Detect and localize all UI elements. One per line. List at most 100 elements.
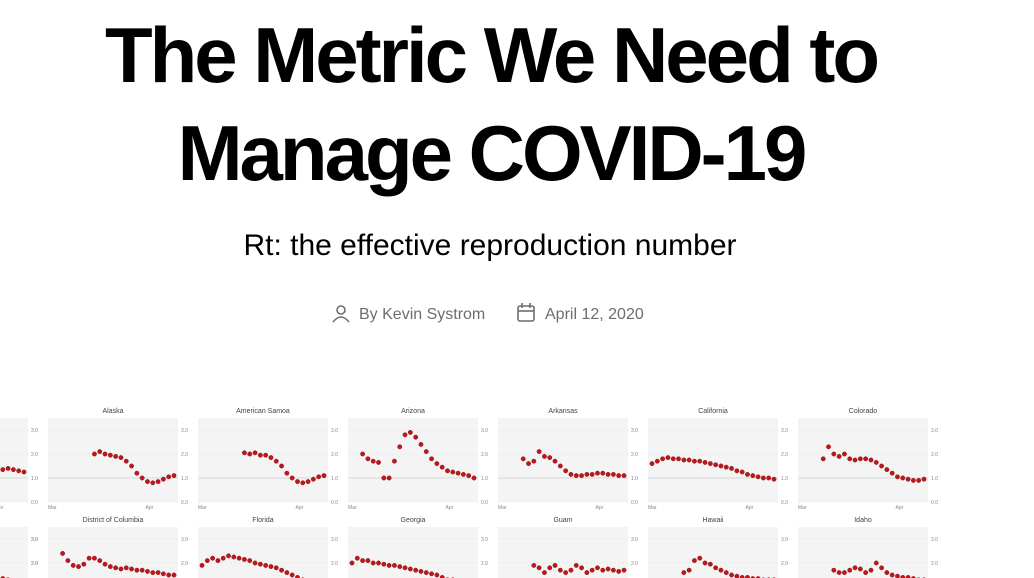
y-tick-label: 1.0 (931, 476, 938, 482)
interval-band (48, 527, 178, 578)
y-tick-label: 2.0 (181, 561, 188, 567)
y-tick-label: 0.0 (331, 500, 338, 506)
rt-point (118, 455, 124, 460)
rt-point (97, 449, 103, 454)
y-tick-label: 0.0 (631, 500, 638, 506)
rt-point (916, 477, 922, 483)
y-tick-label: 3.0 (781, 537, 788, 543)
rt-point (434, 461, 440, 466)
rt-point (520, 456, 526, 462)
x-tick-label: Mar (648, 505, 657, 511)
rt-point (739, 575, 745, 578)
panel-title: Colorado (849, 408, 878, 415)
rt-point (563, 570, 569, 575)
rt-point (102, 561, 108, 567)
rt-point (589, 567, 595, 573)
rt-point (755, 474, 761, 480)
rt-point (445, 468, 450, 474)
rt-point (847, 456, 853, 462)
interval-band (648, 418, 778, 502)
panel-title: California (698, 408, 728, 415)
y-tick-label: 0.0 (31, 500, 38, 506)
rt-point (847, 567, 853, 573)
interval-band (798, 418, 928, 502)
rt-point (905, 476, 911, 482)
y-tick-label: 2.0 (931, 561, 938, 567)
rt-point (852, 565, 858, 571)
rt-point (729, 572, 734, 578)
rt-point (766, 475, 772, 481)
rt-point (113, 565, 119, 571)
rt-point (665, 455, 671, 460)
interval-band (198, 527, 328, 578)
rt-point (895, 474, 900, 480)
rt-point (536, 449, 542, 454)
rt-point (118, 566, 124, 572)
author-icon (332, 305, 350, 323)
rt-point (160, 571, 166, 577)
title-line: The Metric We Need to (105, 11, 877, 99)
rt-point (354, 555, 360, 561)
rt-point (434, 572, 440, 578)
panel-title: Idaho (854, 517, 872, 524)
rt-point (568, 567, 574, 573)
post-date[interactable]: April 12, 2020 (545, 306, 644, 323)
rt-point (252, 450, 258, 456)
rt-point (376, 560, 381, 566)
y-tick-label: 1.0 (481, 476, 488, 482)
rt-point (305, 479, 311, 484)
rt-point (542, 453, 547, 459)
rt-point (542, 570, 547, 575)
interval-band (48, 418, 178, 502)
rt-point (289, 475, 295, 481)
rt-point (263, 452, 269, 458)
rt-point (150, 480, 156, 486)
rt-point (392, 458, 397, 464)
rt-point (65, 558, 71, 563)
rt-point (471, 475, 477, 481)
rt-point (70, 563, 76, 568)
rt-point (584, 570, 590, 575)
rt-point (279, 567, 284, 573)
rt-point (697, 555, 703, 561)
rt-point (579, 473, 584, 478)
rt-point (134, 470, 140, 476)
rt-point (171, 473, 177, 478)
rt-point (145, 569, 150, 574)
subtitle: Rt: the effective reproduction number (243, 229, 736, 262)
rt-point (868, 457, 874, 463)
byline[interactable]: By Kevin Systrom (359, 306, 485, 323)
y-tick-label: 3.0 (631, 428, 638, 434)
rt-point (589, 471, 595, 477)
rt-point (676, 456, 681, 462)
rt-point (171, 572, 177, 578)
rt-point (552, 458, 558, 464)
rt-point (895, 573, 900, 578)
rt-point (242, 557, 247, 562)
rt-point (386, 563, 392, 568)
rt-point (295, 479, 300, 484)
interval-band (348, 527, 478, 578)
rt-point (745, 471, 750, 477)
rt-point (257, 452, 263, 458)
rt-point (97, 558, 103, 563)
rt-point (455, 470, 461, 476)
interval-band (0, 527, 28, 578)
rt-point (81, 561, 87, 567)
rt-point (268, 564, 274, 569)
y-tick-label: 3.0 (331, 537, 338, 543)
rt-point (621, 567, 627, 573)
rt-point (734, 468, 740, 474)
rt-point (365, 558, 371, 563)
rt-point (547, 565, 553, 571)
rt-point (413, 567, 419, 573)
rt-point (376, 459, 381, 465)
y-tick-label: 3.0 (31, 428, 38, 434)
rt-point (649, 461, 655, 466)
interval-band (798, 527, 928, 578)
rt-point (418, 441, 424, 447)
rt-point (573, 563, 579, 568)
rt-point (526, 461, 531, 466)
